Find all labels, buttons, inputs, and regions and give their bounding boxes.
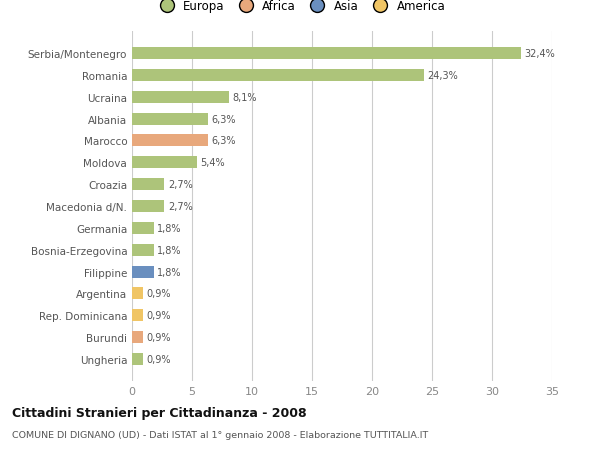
Bar — [132, 288, 143, 300]
Text: 32,4%: 32,4% — [524, 49, 555, 59]
Bar — [132, 266, 154, 278]
Text: 6,3%: 6,3% — [211, 136, 236, 146]
Text: 0,9%: 0,9% — [146, 311, 171, 320]
Text: COMUNE DI DIGNANO (UD) - Dati ISTAT al 1° gennaio 2008 - Elaborazione TUTTITALIA: COMUNE DI DIGNANO (UD) - Dati ISTAT al 1… — [12, 431, 428, 440]
Bar — [132, 113, 208, 125]
Text: 0,9%: 0,9% — [146, 289, 171, 299]
Bar — [132, 309, 143, 321]
Text: 1,8%: 1,8% — [157, 224, 182, 233]
Bar — [132, 201, 164, 213]
Bar — [132, 92, 229, 104]
Bar — [132, 353, 143, 365]
Text: 0,9%: 0,9% — [146, 332, 171, 342]
Text: 1,8%: 1,8% — [157, 267, 182, 277]
Text: 6,3%: 6,3% — [211, 114, 236, 124]
Bar — [132, 331, 143, 343]
Bar — [132, 244, 154, 256]
Bar — [132, 48, 521, 60]
Bar — [132, 157, 197, 169]
Legend: Europa, Africa, Asia, America: Europa, Africa, Asia, America — [155, 0, 445, 12]
Text: 5,4%: 5,4% — [200, 158, 225, 168]
Bar — [132, 179, 164, 191]
Text: 2,7%: 2,7% — [168, 202, 193, 212]
Text: 2,7%: 2,7% — [168, 180, 193, 190]
Text: Cittadini Stranieri per Cittadinanza - 2008: Cittadini Stranieri per Cittadinanza - 2… — [12, 406, 307, 419]
Bar — [132, 222, 154, 235]
Text: 24,3%: 24,3% — [427, 71, 458, 81]
Text: 8,1%: 8,1% — [233, 93, 257, 102]
Text: 1,8%: 1,8% — [157, 245, 182, 255]
Bar — [132, 70, 424, 82]
Text: 0,9%: 0,9% — [146, 354, 171, 364]
Bar — [132, 135, 208, 147]
